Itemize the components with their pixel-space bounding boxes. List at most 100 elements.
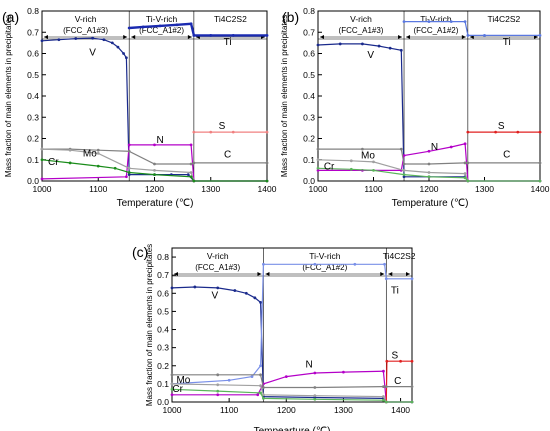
data-point-c (192, 161, 196, 165)
y-axis-label: Mass fraction of main elements in precip… (280, 15, 289, 177)
region-arrow-right-head (380, 272, 385, 276)
data-point-v (338, 42, 342, 46)
y-tick-label: 0.5 (27, 70, 39, 80)
data-point-s (494, 130, 497, 134)
region-arrow-left-head (174, 272, 178, 276)
data-point-s (231, 130, 235, 134)
data-point-n (382, 369, 385, 373)
y-tick-label: 0.4 (27, 91, 39, 101)
series-label-n: N (431, 142, 438, 153)
data-point-cr (316, 166, 320, 170)
data-point-cr (463, 176, 467, 180)
series-label-ti: Ti (224, 37, 232, 48)
series-label-mo: Mo (83, 149, 97, 160)
data-point-ti (158, 24, 162, 28)
x-tick-label: 1400 (531, 184, 550, 194)
data-point-s (192, 130, 196, 134)
data-point-cr (313, 397, 317, 401)
data-point-c (262, 386, 265, 389)
data-point-n (170, 393, 174, 397)
data-point-c (265, 161, 269, 165)
data-point-s (410, 359, 414, 363)
data-point-c (259, 373, 262, 377)
data-point-cr (189, 175, 193, 179)
data-point-cr (402, 173, 406, 177)
data-point-n (449, 145, 453, 149)
data-point-mo (372, 160, 375, 164)
series-line-v (41, 37, 267, 182)
data-point-c (216, 373, 220, 377)
data-point-mo (316, 158, 320, 162)
y-axis-label: Mass fraction of main elements in precip… (145, 244, 154, 406)
y-tick-label: 0.6 (27, 49, 39, 59)
x-axis-label: Tempearture (℃) (254, 426, 331, 431)
y-tick-label: 0.3 (303, 112, 315, 122)
y-tick-label: 0.1 (303, 155, 315, 165)
data-point-ti (353, 262, 357, 266)
data-point-v (253, 296, 257, 300)
data-point-n (153, 143, 156, 147)
data-point-v (122, 52, 125, 55)
data-point-v (377, 44, 381, 48)
y-tick-label: 0.2 (27, 134, 39, 144)
data-point-c (402, 162, 406, 166)
data-point-mo (68, 148, 72, 152)
data-point-ti (313, 262, 317, 266)
data-point-mo (153, 168, 156, 172)
data-point-cr (96, 164, 100, 168)
region-arrow-right-head (187, 35, 192, 39)
region-phase-label: (FCC_A1#2) (302, 263, 347, 272)
data-point-n (342, 370, 345, 374)
data-point-n (316, 168, 320, 172)
data-point-cr (113, 166, 117, 170)
data-point-mo (170, 382, 174, 386)
data-point-ti (402, 20, 406, 24)
data-point-ti (192, 34, 196, 37)
data-point-mo (189, 171, 193, 174)
y-tick-label: 0.0 (157, 397, 169, 407)
data-point-ti (250, 375, 254, 379)
region-arrow-right-head (398, 35, 403, 39)
data-point-n (124, 175, 128, 179)
region-label: Ti4C2S2 (214, 14, 247, 24)
data-point-s (399, 359, 402, 363)
y-tick-label: 0.4 (303, 91, 315, 101)
data-point-ti (127, 26, 131, 30)
data-point-c (127, 149, 131, 153)
data-point-ti (483, 34, 486, 37)
region-phase-label: (FCC_A1#3) (63, 26, 108, 35)
series-label-c: C (224, 150, 231, 161)
data-point-s (466, 130, 470, 134)
data-point-mo (259, 384, 262, 388)
data-point-ti (538, 34, 542, 37)
data-point-c (384, 385, 388, 388)
data-point-c (463, 161, 467, 165)
data-point-ti (189, 22, 193, 26)
data-point-ti (449, 20, 453, 24)
y-tick-label: 0.7 (27, 27, 39, 37)
region-label: V-rich (207, 251, 229, 261)
x-tick-label: 1400 (258, 184, 277, 194)
data-point-c (399, 147, 403, 151)
data-point-cr (349, 167, 353, 171)
data-point-c (427, 162, 431, 166)
plot-frame (171, 247, 413, 403)
y-tick-label: 0.5 (157, 306, 169, 316)
data-point-v (91, 36, 95, 40)
panel-label: (b) (282, 9, 299, 25)
region-arrow-right-head (123, 35, 128, 39)
data-point-cr (40, 158, 44, 162)
y-tick-label: 0.8 (27, 6, 39, 16)
data-point-v (57, 38, 61, 42)
region-arrow-left-head (44, 35, 48, 39)
region-label: Ti-V-rich (309, 251, 341, 261)
data-point-ti (463, 20, 467, 24)
region-arrow-left-head (406, 35, 411, 39)
y-tick-label: 0.1 (27, 155, 39, 165)
data-point-ti (262, 262, 265, 266)
data-point-n (313, 371, 317, 375)
data-point-cr (127, 171, 131, 174)
data-point-c (170, 373, 174, 377)
y-tick-label: 0.2 (157, 361, 169, 371)
x-tick-label: 1100 (89, 184, 108, 194)
